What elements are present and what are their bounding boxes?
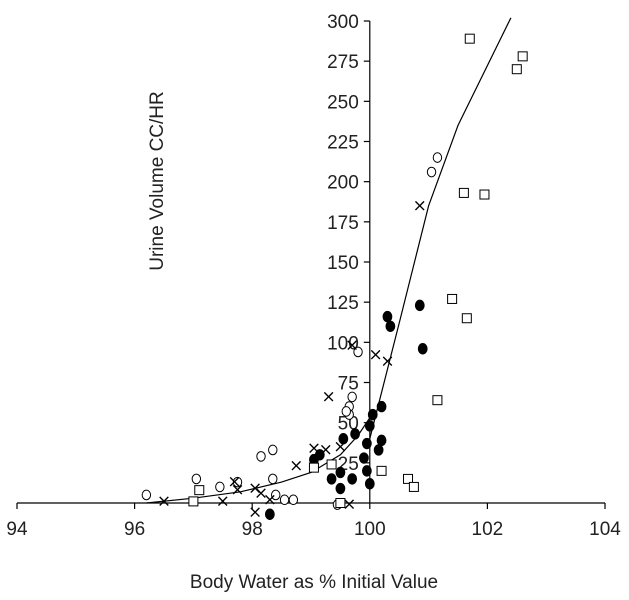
filled-circle-point: [376, 400, 387, 413]
open-circle-point: [288, 494, 299, 506]
open-square-point: [408, 481, 419, 492]
x-marker-point: ×: [319, 440, 333, 460]
filled-circle-point: [359, 452, 369, 464]
x-marker-point: ×: [263, 490, 277, 510]
open-square-point: [308, 462, 319, 473]
filled-circle-point: [350, 428, 361, 440]
filled-circle-point: [314, 449, 325, 461]
y-tick-label: 125: [327, 293, 359, 314]
y-tick-label: 150: [327, 253, 359, 274]
open-square-point: [432, 395, 443, 406]
y-axis-title: Urine Volume CC/HR: [147, 91, 168, 271]
x-tick-label: 94: [6, 519, 28, 540]
x-marker-point: ×: [333, 437, 347, 457]
open-circle-point: [268, 473, 278, 485]
x-marker-point: ×: [157, 491, 171, 511]
x-marker-point: ×: [216, 491, 230, 511]
filled-circle-point: [367, 408, 378, 421]
y-tick-label: 175: [327, 213, 359, 234]
open-circle-point: [353, 346, 363, 358]
x-tick-label: 102: [472, 519, 504, 540]
x-marker-point: ×: [322, 387, 336, 407]
open-square-point: [376, 465, 387, 476]
x-tick-label: 104: [589, 519, 621, 540]
open-circle-point: [271, 489, 281, 501]
y-tick-label: 275: [327, 52, 359, 73]
filled-circle-point: [347, 473, 358, 485]
open-circle-point: [191, 473, 202, 485]
filled-circle-point: [364, 420, 375, 432]
filled-circle-point: [335, 466, 346, 479]
open-square-point: [188, 496, 199, 507]
open-circle-point: [215, 481, 225, 493]
filled-circle-point: [335, 482, 346, 495]
open-circle-point: [279, 494, 290, 506]
filled-circle-point: [382, 310, 393, 323]
x-marker-point: ×: [345, 336, 359, 356]
y-tick-label: 75: [338, 374, 359, 395]
x-marker-point: ×: [369, 345, 383, 365]
x-marker-point: ×: [413, 196, 427, 216]
x-marker-point: ×: [227, 472, 241, 492]
open-circle-point: [426, 166, 437, 178]
open-square-point: [517, 51, 528, 62]
filled-circle-point: [385, 320, 396, 332]
x-marker-point: ×: [289, 456, 303, 476]
open-square-point: [479, 189, 490, 200]
fit-line: [369, 17, 512, 439]
filled-circle-point: [326, 473, 337, 485]
filled-circle-point: [264, 508, 275, 520]
filled-circle-point: [338, 433, 349, 445]
x-tick-label: 96: [124, 519, 145, 540]
open-square-point: [461, 313, 472, 324]
open-square-point: [464, 33, 475, 44]
filled-circle-point: [361, 465, 372, 477]
open-circle-point: [232, 476, 243, 488]
open-square-point: [194, 485, 205, 496]
plot-layer: 94 96 98 100 102 1042550751001251501752002252…: [6, 12, 621, 540]
open-circle-point: [432, 152, 443, 163]
open-square-point: [458, 187, 469, 198]
open-circle-point: [268, 444, 278, 456]
y-tick-label: 225: [327, 133, 359, 154]
y-tick-label: 250: [327, 92, 359, 113]
x-marker-point: ×: [380, 352, 394, 372]
filled-circle-point: [364, 478, 375, 490]
filled-circle-point: [417, 343, 428, 355]
x-marker-point: ×: [230, 480, 244, 500]
open-square-point: [335, 498, 346, 508]
open-circle-point: [341, 406, 351, 417]
y-tick-label: 300: [327, 12, 359, 33]
open-square-point: [447, 293, 458, 304]
y-tick-label: 100: [327, 333, 359, 354]
open-circle-point: [256, 451, 266, 462]
open-circle-point: [141, 489, 152, 501]
x-tick-label: 98: [242, 519, 263, 540]
x-marker-point: ×: [254, 483, 268, 503]
open-square-point: [326, 459, 337, 470]
filled-circle-point: [376, 434, 387, 447]
filled-circle-point: [414, 299, 425, 312]
filled-circle-point: [373, 444, 384, 456]
open-square-point: [403, 473, 414, 484]
y-tick-label: 200: [327, 173, 359, 194]
x-marker-point: ×: [248, 503, 262, 523]
x-marker-point: ×: [248, 479, 262, 499]
open-circle-point: [347, 391, 357, 403]
x-tick-label: 100: [354, 519, 386, 540]
filled-circle-point: [361, 437, 372, 450]
x-marker-point: ×: [342, 495, 356, 515]
x-axis-title: Body Water as % Initial Value: [190, 572, 438, 593]
open-square-point: [511, 64, 522, 75]
x-marker-point: ×: [307, 438, 321, 458]
